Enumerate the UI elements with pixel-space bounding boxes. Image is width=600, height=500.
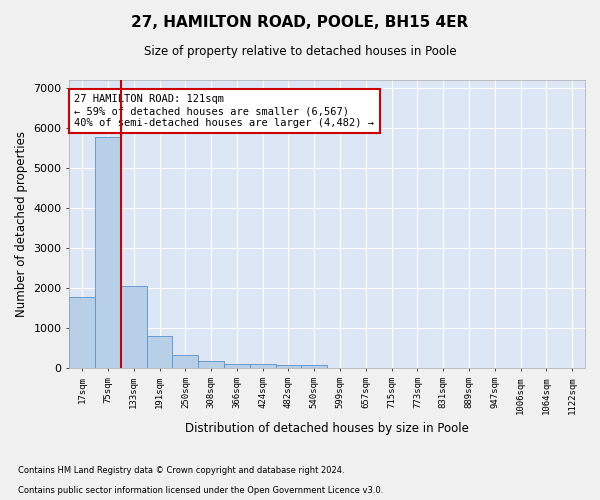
Bar — [172, 355, 198, 368]
Bar — [95, 137, 121, 368]
Bar — [250, 364, 275, 368]
Text: 27 HAMILTON ROAD: 121sqm
← 59% of detached houses are smaller (6,567)
40% of sem: 27 HAMILTON ROAD: 121sqm ← 59% of detach… — [74, 94, 374, 128]
Bar — [198, 361, 224, 368]
Bar — [121, 286, 146, 368]
X-axis label: Distribution of detached houses by size in Poole: Distribution of detached houses by size … — [185, 422, 469, 435]
Text: Size of property relative to detached houses in Poole: Size of property relative to detached ho… — [143, 45, 457, 58]
Bar — [275, 365, 301, 368]
Text: 27, HAMILTON ROAD, POOLE, BH15 4ER: 27, HAMILTON ROAD, POOLE, BH15 4ER — [131, 15, 469, 30]
Bar — [146, 336, 172, 368]
Bar — [224, 364, 250, 368]
Bar — [301, 365, 327, 368]
Text: Contains HM Land Registry data © Crown copyright and database right 2024.: Contains HM Land Registry data © Crown c… — [18, 466, 344, 475]
Bar — [70, 297, 95, 368]
Text: Contains public sector information licensed under the Open Government Licence v3: Contains public sector information licen… — [18, 486, 383, 495]
Y-axis label: Number of detached properties: Number of detached properties — [15, 131, 28, 317]
